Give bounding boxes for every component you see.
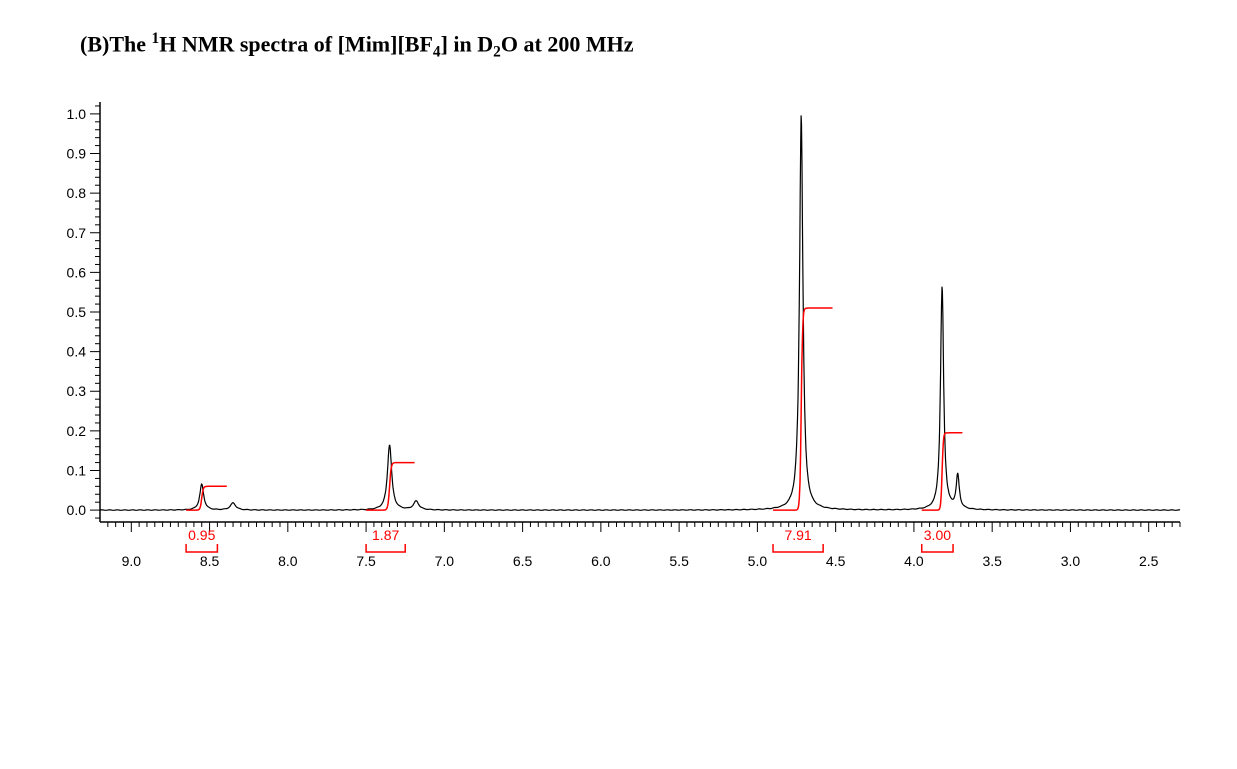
svg-text:9.0: 9.0 — [122, 553, 142, 569]
integral-bracket — [186, 544, 217, 552]
nmr-spectrum-chart: 0.0 0.1 0.2 0.3 0.4 0.5 0.6 0.7 0.8 0.9 1.0 9.0 8.5 8… — [40, 92, 1200, 612]
svg-text:0.8: 0.8 — [67, 185, 87, 201]
integral-label: 0.95 — [188, 527, 215, 543]
svg-text:3.5: 3.5 — [982, 553, 1002, 569]
svg-text:6.5: 6.5 — [513, 553, 533, 569]
svg-text:7.0: 7.0 — [435, 553, 455, 569]
svg-text:0.6: 0.6 — [67, 264, 87, 280]
integral-curve — [366, 462, 415, 510]
svg-text:5.5: 5.5 — [669, 553, 689, 569]
svg-text:5.0: 5.0 — [748, 553, 768, 569]
svg-text:0.4: 0.4 — [67, 343, 87, 359]
svg-text:2.5: 2.5 — [1139, 553, 1159, 569]
svg-text:7.5: 7.5 — [356, 553, 376, 569]
svg-text:4.5: 4.5 — [826, 553, 846, 569]
svg-text:0.2: 0.2 — [67, 423, 87, 439]
svg-text:0.7: 0.7 — [67, 224, 87, 240]
spectrum-trace — [100, 115, 1180, 510]
svg-text:8.5: 8.5 — [200, 553, 220, 569]
integral-label: 7.91 — [784, 527, 811, 543]
integral-curve — [773, 308, 833, 510]
figure-title: (B)The 1H NMR spectra of [Mim][BF4] in D… — [80, 30, 1197, 62]
integral-label: 3.00 — [924, 527, 951, 543]
svg-text:4.0: 4.0 — [904, 553, 924, 569]
svg-text:0.5: 0.5 — [67, 304, 87, 320]
nmr-svg: 0.0 0.1 0.2 0.3 0.4 0.5 0.6 0.7 0.8 0.9 1.0 9.0 8.5 8… — [40, 92, 1200, 612]
integral-curve — [186, 486, 227, 510]
svg-text:1.0: 1.0 — [67, 106, 87, 122]
integral-curve — [922, 433, 963, 510]
svg-text:6.0: 6.0 — [591, 553, 611, 569]
integral-label: 1.87 — [372, 527, 399, 543]
svg-text:0.9: 0.9 — [67, 145, 87, 161]
svg-text:0.0: 0.0 — [67, 502, 87, 518]
svg-text:3.0: 3.0 — [1061, 553, 1081, 569]
svg-text:0.3: 0.3 — [67, 383, 87, 399]
integral-bracket — [773, 544, 823, 552]
svg-text:0.1: 0.1 — [67, 462, 87, 478]
integral-bracket — [366, 544, 405, 552]
svg-text:8.0: 8.0 — [278, 553, 298, 569]
integral-bracket — [922, 544, 953, 552]
